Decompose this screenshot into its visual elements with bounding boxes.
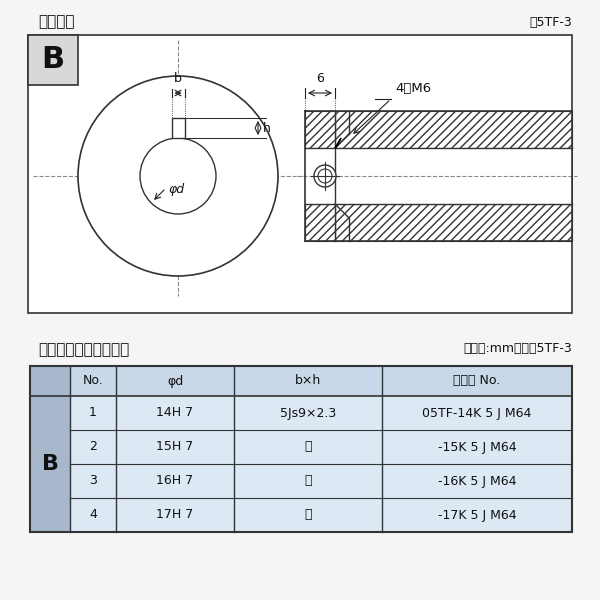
Bar — [305, 204, 335, 241]
Text: 14H 7: 14H 7 — [157, 407, 194, 419]
Bar — [30, 366, 70, 532]
Text: 5Js9×2.3: 5Js9×2.3 — [280, 407, 336, 419]
Text: 1: 1 — [89, 407, 97, 419]
Bar — [335, 148, 572, 204]
Text: 4－M6: 4－M6 — [395, 82, 431, 95]
Text: 16H 7: 16H 7 — [157, 475, 194, 487]
Text: φd: φd — [167, 374, 183, 388]
Text: 05TF-14K 5 J M64: 05TF-14K 5 J M64 — [422, 407, 532, 419]
Text: b×h: b×h — [295, 374, 321, 388]
Text: 〃: 〃 — [304, 475, 312, 487]
Text: （単位:mm）　表5TF-3: （単位:mm） 表5TF-3 — [463, 342, 572, 355]
Text: h: h — [263, 121, 271, 134]
Bar — [172, 118, 185, 138]
Circle shape — [78, 76, 278, 276]
Bar — [70, 464, 572, 498]
Text: 図5TF-3: 図5TF-3 — [529, 16, 572, 28]
Bar — [30, 366, 572, 532]
Text: 4: 4 — [89, 509, 97, 521]
Text: -17K 5 J M64: -17K 5 J M64 — [437, 509, 517, 521]
Bar — [305, 111, 335, 148]
Circle shape — [140, 138, 216, 214]
Bar — [28, 35, 78, 85]
Bar — [70, 366, 572, 396]
Bar — [28, 35, 572, 313]
Bar — [70, 396, 572, 430]
Circle shape — [318, 169, 332, 183]
Bar — [335, 111, 572, 148]
Text: B: B — [41, 454, 59, 474]
Text: コード No.: コード No. — [454, 374, 500, 388]
Circle shape — [314, 165, 336, 187]
Bar — [70, 430, 572, 464]
Text: b: b — [174, 72, 182, 85]
Text: φd: φd — [168, 184, 184, 196]
Text: 〃: 〃 — [304, 509, 312, 521]
Text: No.: No. — [83, 374, 103, 388]
Text: -15K 5 J M64: -15K 5 J M64 — [437, 440, 517, 454]
Text: -16K 5 J M64: -16K 5 J M64 — [438, 475, 516, 487]
Text: 2: 2 — [89, 440, 97, 454]
Text: 3: 3 — [89, 475, 97, 487]
Text: 軸穴形状: 軸穴形状 — [38, 14, 74, 29]
Text: 6: 6 — [316, 72, 324, 85]
Text: 〃: 〃 — [304, 440, 312, 454]
Bar — [70, 498, 572, 532]
Polygon shape — [335, 138, 341, 148]
Text: B: B — [41, 46, 65, 74]
Text: 15H 7: 15H 7 — [157, 440, 194, 454]
Bar — [335, 204, 572, 241]
Bar — [305, 148, 335, 204]
Text: 軸穴形状コードー覧表: 軸穴形状コードー覧表 — [38, 342, 129, 357]
Text: 17H 7: 17H 7 — [157, 509, 194, 521]
